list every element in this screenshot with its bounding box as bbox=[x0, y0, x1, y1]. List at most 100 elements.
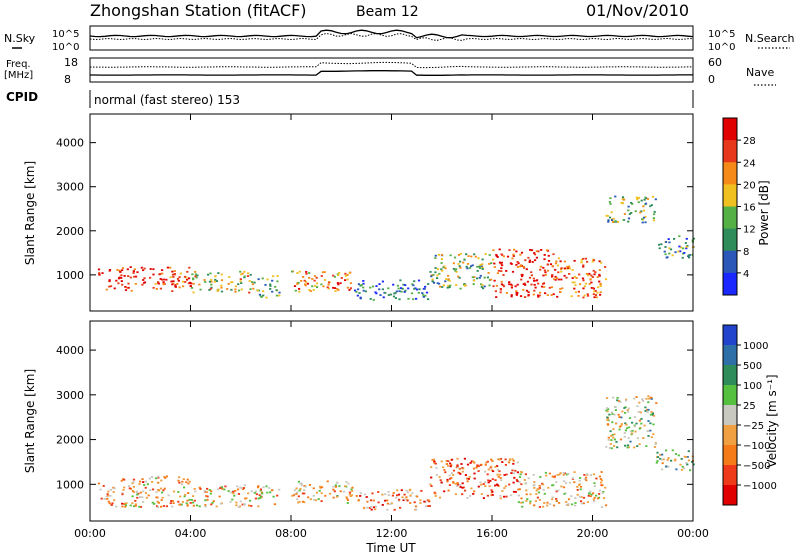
range-cell bbox=[620, 424, 623, 427]
range-cell bbox=[485, 461, 488, 464]
range-cell bbox=[303, 485, 306, 487]
range-cell bbox=[157, 281, 160, 283]
range-cell bbox=[415, 508, 418, 511]
range-cell bbox=[433, 460, 436, 463]
range-cell bbox=[390, 502, 393, 505]
range-cell bbox=[369, 298, 372, 300]
range-cell bbox=[480, 265, 483, 268]
range-cell bbox=[333, 275, 336, 278]
range-cell bbox=[208, 289, 211, 291]
range-cell bbox=[514, 491, 517, 493]
range-cell bbox=[611, 413, 614, 415]
range-cell bbox=[405, 489, 408, 492]
range-cell bbox=[450, 477, 453, 479]
range-cell bbox=[635, 196, 638, 199]
range-cell bbox=[141, 478, 144, 480]
range-cell bbox=[588, 492, 591, 495]
range-cell bbox=[186, 478, 189, 481]
range-cell bbox=[179, 272, 182, 275]
range-cell bbox=[299, 487, 302, 490]
range-cell bbox=[212, 500, 215, 503]
range-cell bbox=[265, 296, 268, 299]
range-cell bbox=[434, 462, 437, 465]
range-cell bbox=[529, 502, 532, 505]
range-cell bbox=[551, 475, 554, 478]
range-cell bbox=[574, 502, 577, 504]
range-cell bbox=[171, 270, 174, 273]
range-cell bbox=[161, 496, 164, 499]
range-cell bbox=[604, 486, 607, 489]
range-cell bbox=[598, 269, 601, 271]
range-cell bbox=[543, 286, 546, 288]
colorbar-swatch bbox=[723, 385, 737, 406]
range-cell bbox=[412, 298, 415, 301]
range-cell bbox=[362, 280, 365, 282]
range-cell bbox=[664, 246, 667, 248]
colorbar-frame bbox=[722, 324, 738, 506]
range-cell bbox=[198, 486, 201, 489]
range-cell bbox=[344, 272, 347, 275]
range-cell bbox=[334, 484, 337, 487]
range-cell bbox=[486, 276, 490, 279]
range-cell bbox=[519, 295, 523, 297]
range-cell bbox=[132, 270, 135, 272]
range-cell bbox=[508, 283, 511, 286]
range-cell bbox=[377, 491, 380, 493]
range-cell bbox=[565, 276, 568, 279]
range-cell bbox=[417, 279, 421, 282]
range-cell bbox=[459, 484, 462, 486]
range-cell bbox=[302, 276, 305, 278]
range-cell bbox=[178, 276, 181, 278]
range-cell bbox=[257, 497, 260, 500]
range-cell bbox=[109, 495, 112, 497]
range-cell bbox=[565, 501, 568, 503]
range-cell bbox=[372, 299, 375, 301]
range-cell bbox=[169, 266, 172, 269]
range-cell bbox=[186, 503, 189, 506]
range-cell bbox=[97, 482, 101, 485]
range-cell bbox=[593, 290, 596, 293]
range-cell bbox=[571, 269, 574, 271]
range-cell bbox=[505, 292, 508, 294]
range-cell bbox=[127, 485, 131, 487]
range-cell bbox=[259, 497, 262, 500]
range-cell bbox=[314, 285, 317, 287]
x-tick-label: 16:00 bbox=[476, 527, 508, 540]
range-cell bbox=[476, 270, 479, 272]
range-cell bbox=[520, 278, 523, 281]
range-cell bbox=[596, 276, 599, 278]
range-cell bbox=[576, 486, 579, 488]
range-cell bbox=[609, 430, 612, 433]
range-cell bbox=[640, 418, 643, 420]
range-cell bbox=[495, 284, 498, 287]
range-cell bbox=[459, 287, 462, 290]
range-cell bbox=[557, 271, 560, 274]
range-cell bbox=[374, 505, 377, 508]
range-cell bbox=[595, 477, 598, 480]
range-cell bbox=[371, 492, 374, 495]
range-cell bbox=[490, 278, 493, 281]
range-cell bbox=[186, 278, 189, 281]
range-cell bbox=[614, 220, 617, 222]
range-cell bbox=[223, 488, 226, 491]
range-cell bbox=[638, 419, 641, 422]
range-cell bbox=[253, 281, 256, 284]
range-cell bbox=[573, 471, 576, 473]
range-cell bbox=[123, 275, 126, 277]
range-cell bbox=[624, 406, 627, 409]
range-cell bbox=[651, 412, 654, 415]
range-cell bbox=[650, 204, 653, 206]
range-cell bbox=[206, 498, 209, 501]
range-cell bbox=[490, 469, 493, 472]
range-cell bbox=[544, 471, 547, 474]
range-cell bbox=[151, 501, 154, 504]
range-cell bbox=[296, 491, 299, 494]
range-cell bbox=[575, 277, 578, 279]
range-cell bbox=[579, 500, 583, 503]
range-cell bbox=[253, 492, 256, 494]
range-cell bbox=[592, 498, 595, 501]
range-cell bbox=[537, 488, 540, 491]
range-cell bbox=[237, 506, 240, 508]
range-cell bbox=[278, 291, 281, 294]
